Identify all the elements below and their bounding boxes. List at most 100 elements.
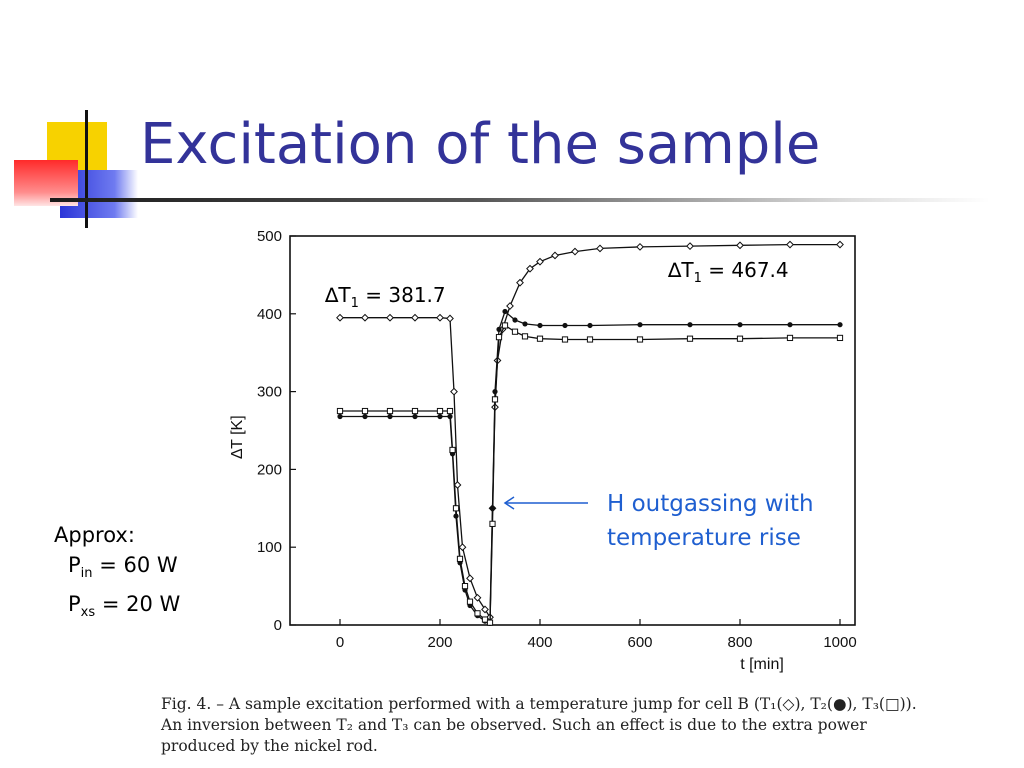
point-t1-8	[458, 543, 467, 552]
outgassing-note-line1: H outgassing with	[607, 491, 814, 517]
decor-vertical-line	[85, 110, 88, 228]
delta-t1-left-label: ∆T1 = 381.7	[325, 283, 446, 311]
point-t2-20	[537, 322, 543, 329]
point-t2-19	[522, 321, 528, 327]
point-t3-25	[736, 335, 744, 342]
y-tick-label-2: 200	[257, 461, 282, 478]
point-t3-2	[386, 407, 394, 415]
point-t3-3	[411, 407, 419, 415]
point-t1-20	[536, 257, 544, 266]
point-t3-0	[336, 407, 344, 415]
point-t1-4	[436, 313, 444, 322]
y-tick-label-3: 300	[257, 384, 282, 401]
point-t3-4	[436, 407, 444, 415]
point-t2-4	[437, 413, 443, 420]
point-t1-28	[836, 240, 844, 249]
point-t3-12	[481, 616, 489, 623]
point-t2-21	[562, 322, 568, 329]
y-tick-label-5: 500	[257, 228, 282, 245]
power-xs-value: Pxs = 20 W	[68, 592, 181, 621]
annotation-arrow-head	[503, 496, 515, 510]
outgassing-note: H outgassing with temperature rise	[607, 487, 814, 555]
point-t1-6	[450, 387, 458, 396]
point-t1-21	[551, 251, 559, 260]
point-t1-19	[526, 264, 534, 273]
point-t3-1	[361, 407, 369, 415]
point-t1-17	[506, 302, 514, 310]
figure-caption: Fig. 4. – A sample excitation performed …	[161, 695, 917, 755]
x-tick-label-4: 800	[727, 634, 752, 651]
point-t1-23	[596, 244, 604, 253]
point-t3-17	[501, 322, 509, 329]
point-t3-16	[495, 334, 503, 341]
point-t2-0	[337, 413, 343, 420]
point-t1-24	[636, 242, 644, 251]
point-t3-7	[452, 505, 460, 512]
point-t2-22	[587, 322, 593, 329]
point-t2-25	[737, 322, 743, 328]
point-t2-1	[362, 413, 368, 420]
point-t2-3	[412, 413, 418, 420]
point-t1-22	[571, 247, 579, 256]
point-t2-17	[502, 308, 508, 315]
series-line-t3	[340, 324, 840, 624]
point-t3-22	[586, 336, 594, 343]
point-t1-18	[516, 278, 524, 287]
x-tick-label-5: 1000	[823, 634, 856, 651]
point-t1-3	[411, 313, 419, 322]
point-t3-18	[511, 328, 519, 335]
x-tick-label-1: 200	[427, 634, 452, 651]
point-t2-18	[512, 317, 518, 323]
point-t3-6	[449, 446, 456, 454]
slide-title: Excitation of the sample	[140, 112, 821, 177]
point-t1-7	[453, 481, 462, 489]
approx-label: Approx:	[54, 523, 135, 547]
axes: 0 200 400 600 800 1000 0 100 200 300 400 500	[257, 228, 857, 651]
y-tick-label-4: 400	[257, 306, 282, 323]
x-tick-label-2: 400	[527, 634, 552, 651]
outgassing-note-line2: temperature rise	[607, 525, 801, 551]
point-t3-20	[536, 335, 544, 342]
point-t3-14	[489, 520, 496, 527]
point-t3-8	[456, 555, 464, 562]
series-t3	[336, 322, 844, 626]
point-t2-23	[637, 322, 643, 328]
series	[336, 240, 844, 627]
point-t1-1	[361, 313, 369, 322]
point-t3-9	[461, 583, 469, 590]
y-axis-label: ∆T [K]	[229, 415, 246, 458]
point-t3-19	[521, 333, 529, 340]
point-t3-10	[466, 598, 474, 605]
point-t3-21	[561, 336, 569, 343]
x-axis-label: t [min]	[740, 656, 784, 673]
delta-t1-right-label: ∆T1 = 467.4	[668, 258, 789, 286]
point-t1-0	[336, 313, 344, 322]
point-t1-25	[686, 242, 694, 251]
point-t2-27	[837, 322, 843, 328]
approx-power-box: Approx: Pin = 60 W Pxs = 20 W	[54, 520, 180, 628]
x-tick-label-3: 600	[627, 634, 652, 651]
point-t3-15	[491, 396, 499, 403]
title-rule	[50, 198, 990, 202]
point-t1-11	[481, 605, 489, 614]
point-t2-24	[687, 322, 693, 328]
point-t2-2	[387, 413, 393, 420]
point-t1-2	[386, 313, 394, 322]
power-in-value: Pin = 60 W	[68, 553, 178, 582]
point-t3-5	[446, 407, 454, 415]
point-t3-24	[686, 335, 694, 342]
series-line-t2	[340, 310, 840, 625]
point-t1-5	[446, 314, 454, 323]
point-t2-16	[496, 326, 502, 332]
point-t3-23	[636, 336, 644, 343]
point-t3-13	[486, 619, 494, 626]
point-t3-27	[836, 334, 844, 342]
point-t1-27	[786, 240, 794, 249]
point-t1-10	[473, 593, 482, 602]
point-t1-26	[736, 241, 744, 250]
plot-frame	[289, 235, 856, 626]
x-tick-label-0: 0	[336, 634, 344, 651]
point-t3-26	[786, 334, 794, 342]
series-t2	[337, 308, 843, 627]
